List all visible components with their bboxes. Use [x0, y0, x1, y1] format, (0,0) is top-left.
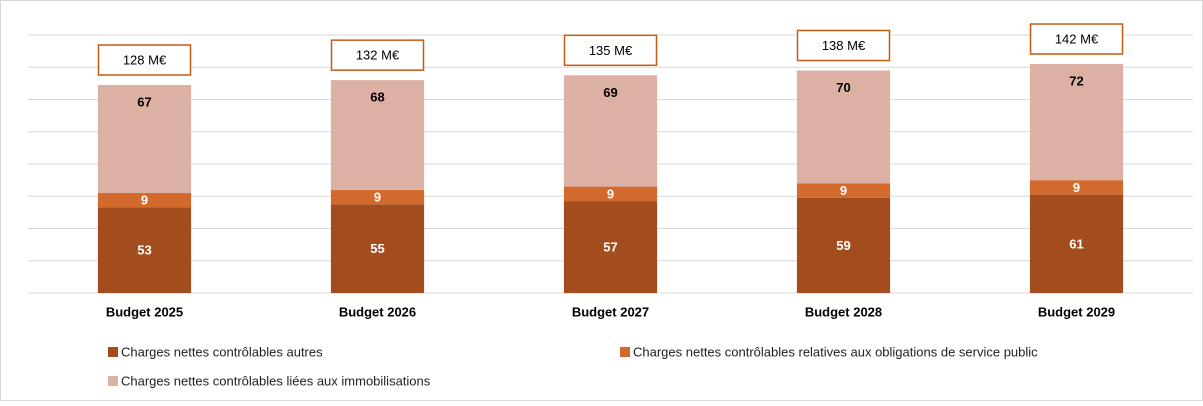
- total-label: 135 M€: [589, 43, 633, 58]
- total-label: 132 M€: [356, 48, 400, 63]
- bar-segment: [97, 84, 192, 194]
- data-label: 9: [840, 183, 847, 198]
- bar-segment: [97, 193, 192, 208]
- total-box: [97, 44, 192, 76]
- data-label: 57: [603, 239, 617, 254]
- data-label: 59: [836, 238, 850, 253]
- data-label: 9: [141, 193, 148, 208]
- x-tick-label: Budget 2029: [1038, 304, 1115, 319]
- data-label: 68: [370, 90, 384, 105]
- bar-segment: [1029, 180, 1124, 195]
- data-label: 61: [1069, 236, 1083, 251]
- data-label: 67: [137, 94, 151, 109]
- legend-swatch: [620, 347, 630, 357]
- total-label: 128 M€: [123, 52, 167, 67]
- legend-label: Charges nettes contrôlables relatives au…: [633, 344, 1038, 359]
- data-label: 70: [836, 80, 850, 95]
- total-box: [1029, 23, 1124, 55]
- bar-segment: [796, 197, 891, 293]
- bar-segment: [97, 207, 192, 293]
- total-label: 138 M€: [822, 38, 866, 53]
- bar-segment: [796, 70, 891, 184]
- data-label: 9: [374, 189, 381, 204]
- bar-segment: [1029, 194, 1124, 293]
- bar-segment: [330, 189, 425, 205]
- legend-swatch: [108, 347, 118, 357]
- x-tick-label: Budget 2025: [106, 304, 183, 319]
- data-label: 53: [137, 243, 151, 258]
- data-label: 9: [1073, 180, 1080, 195]
- data-label: 72: [1069, 73, 1083, 88]
- x-tick-label: Budget 2026: [339, 304, 416, 319]
- legend-label: Charges nettes contrôlables autres: [121, 344, 323, 359]
- x-tick-label: Budget 2027: [572, 304, 649, 319]
- x-tick-label: Budget 2028: [805, 304, 882, 319]
- legend-label: Charges nettes contrôlables liées aux im…: [121, 373, 431, 388]
- total-label: 142 M€: [1055, 31, 1099, 46]
- total-box: [796, 29, 891, 62]
- bar-segment: [796, 183, 891, 198]
- bar-segment: [563, 186, 658, 202]
- data-label: 69: [603, 85, 617, 100]
- bar-segment: [1029, 64, 1124, 181]
- bar-segment: [330, 204, 425, 293]
- bar-segment: [563, 201, 658, 293]
- total-box: [330, 39, 425, 71]
- bar-segment: [330, 80, 425, 190]
- data-label: 9: [607, 186, 614, 201]
- legend-swatch: [108, 376, 118, 386]
- data-label: 55: [370, 241, 384, 256]
- bar-segment: [563, 75, 658, 187]
- total-box: [563, 34, 658, 67]
